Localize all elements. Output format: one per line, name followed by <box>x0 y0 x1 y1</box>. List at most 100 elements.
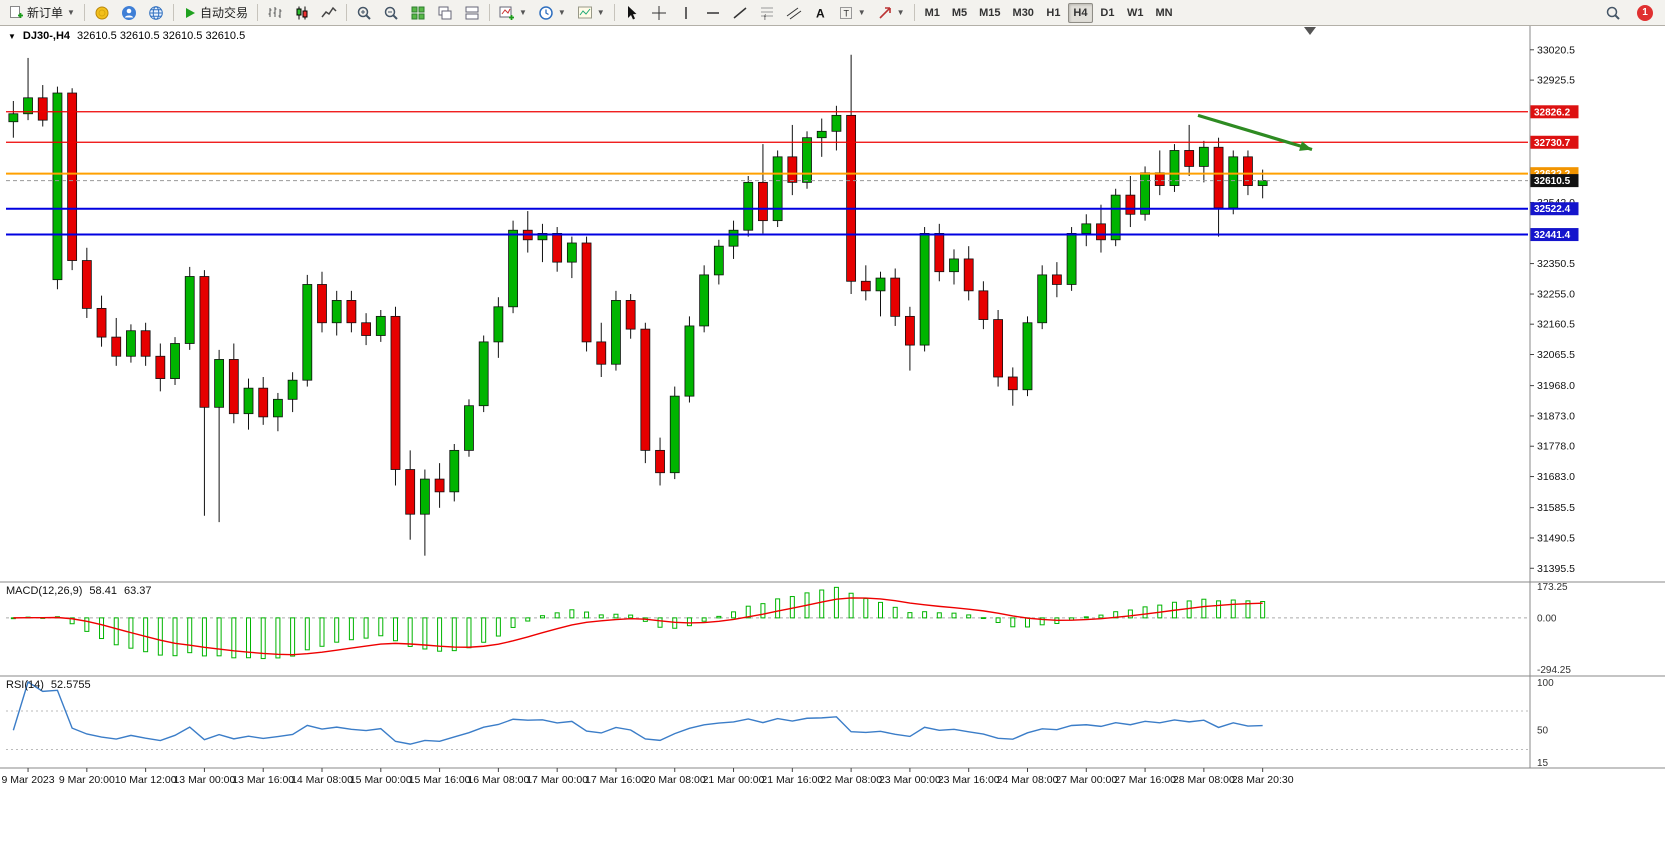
bar-chart-button[interactable] <box>262 2 288 23</box>
text-icon: A <box>813 5 827 21</box>
svg-text:f: f <box>764 15 766 21</box>
timeframe-button-w1[interactable]: W1 <box>1122 3 1149 23</box>
price-chart[interactable]: 33020.532925.532542.032350.532255.032160… <box>0 26 1665 843</box>
candle <box>963 258 974 292</box>
macd-histogram-bar <box>686 617 692 627</box>
horizontal-line-button[interactable] <box>700 2 726 23</box>
macd-histogram-bar <box>1083 616 1089 619</box>
macd-histogram-bar <box>1260 601 1266 619</box>
timeframe-button-h1[interactable]: H1 <box>1041 3 1066 23</box>
timeframe-button-m5[interactable]: M5 <box>947 3 972 23</box>
rsi-axis-label: 100 <box>1537 678 1554 689</box>
timeframe-button-mn[interactable]: MN <box>1150 3 1177 23</box>
timeframe-button-m1[interactable]: M1 <box>920 3 945 23</box>
timeframe-button-d1[interactable]: D1 <box>1095 3 1120 23</box>
candle <box>67 92 78 261</box>
candle <box>170 343 180 379</box>
price-axis[interactable]: 33020.532925.532542.032350.532255.032160… <box>1530 44 1579 575</box>
magnifier-minus-icon <box>383 5 399 21</box>
macd-signal-line <box>13 597 1263 656</box>
macd-histogram-bar <box>172 617 178 657</box>
tile-windows-button[interactable] <box>405 2 431 23</box>
macd-histogram-bar <box>451 617 457 652</box>
macd-histogram-bar <box>1024 617 1030 628</box>
macd-histogram-bar <box>304 617 310 651</box>
chart-shift-marker[interactable] <box>1304 27 1316 35</box>
separator <box>488 4 490 21</box>
new-order-button[interactable]: 新订单 ▼ <box>4 2 80 23</box>
rsi-name: RSI(14) <box>6 679 44 691</box>
candle <box>1243 156 1253 186</box>
line-chart-button[interactable] <box>316 2 342 23</box>
algo-trading-button[interactable]: 自动交易 <box>178 2 253 23</box>
templates-button[interactable]: ▼ <box>572 2 610 23</box>
candle <box>566 242 577 263</box>
price-line-badge-label: 32441.4 <box>1534 230 1571 241</box>
symbol-search-button[interactable] <box>1600 2 1626 23</box>
coin-button[interactable] <box>89 2 115 23</box>
candle <box>111 336 122 357</box>
macd-histogram-bar <box>716 615 722 619</box>
candle <box>258 387 269 418</box>
price-tick-label: 32255.0 <box>1537 289 1575 301</box>
crosshair-icon <box>651 5 667 21</box>
timeframe-button-m30[interactable]: M30 <box>1008 3 1039 23</box>
price-tick-label: 32925.5 <box>1537 75 1575 87</box>
macd-histogram-bar <box>466 617 472 649</box>
zoom-in-button[interactable] <box>351 2 377 23</box>
time-axis-label: 24 Mar 08:00 <box>997 774 1059 786</box>
new-chart-button[interactable]: ▼ <box>494 2 532 23</box>
candle <box>52 92 63 281</box>
macd-histogram-bar <box>157 617 163 656</box>
price-tick-label: 31683.0 <box>1537 471 1575 483</box>
candle <box>1051 274 1062 285</box>
candle <box>890 277 901 317</box>
fibonacci-button[interactable]: f <box>754 2 780 23</box>
timeframe-button-m15[interactable]: M15 <box>974 3 1005 23</box>
svg-text:T: T <box>843 8 849 18</box>
timeframe-button-h4[interactable]: H4 <box>1067 2 1093 23</box>
candle <box>1228 156 1239 209</box>
separator <box>256 4 258 21</box>
timeframe-group: M1 M5 M15 M30 H1 H4 D1 W1 MN <box>919 2 1179 23</box>
candlestick-chart-button[interactable] <box>289 2 315 23</box>
macd-histogram-bar <box>951 612 957 619</box>
collapse-triangle-icon[interactable]: ▼ <box>8 31 16 41</box>
candle <box>1096 223 1106 241</box>
candle <box>1022 322 1033 391</box>
trendline-button[interactable] <box>727 2 753 23</box>
candle <box>787 156 798 183</box>
price-line-badge-label: 32610.5 <box>1534 176 1571 187</box>
notification-badge[interactable]: 1 <box>1637 4 1653 21</box>
candle <box>1066 233 1077 285</box>
template-chart-icon <box>577 5 593 21</box>
macd-histogram-bar <box>201 617 207 657</box>
period-button[interactable]: ▼ <box>533 2 571 23</box>
candle <box>493 306 504 343</box>
channel-button[interactable] <box>781 2 807 23</box>
chart-plus-icon <box>499 5 515 21</box>
text-button[interactable]: A <box>808 2 832 23</box>
trend-arrow-annotation[interactable] <box>1197 113 1313 152</box>
macd-histogram-bar <box>892 606 898 619</box>
chevron-down-icon: ▼ <box>896 7 905 17</box>
cursor-button[interactable] <box>619 2 645 23</box>
user-button[interactable] <box>116 2 142 23</box>
price-line-badge <box>1530 174 1579 188</box>
vertical-line-button[interactable] <box>673 2 699 23</box>
globe-button[interactable] <box>143 2 169 23</box>
separator <box>83 4 85 21</box>
fibonacci-icon: f <box>759 5 775 21</box>
time-axis-label: 9 Mar 20:00 <box>59 774 115 786</box>
candle <box>552 233 563 263</box>
cascade-windows-button[interactable] <box>432 2 458 23</box>
price-tick-label: 31968.0 <box>1537 380 1575 392</box>
text-label-button[interactable]: T ▼ <box>833 2 871 23</box>
horizontal-lines <box>6 111 1528 236</box>
zoom-out-button[interactable] <box>378 2 404 23</box>
arrows-button[interactable]: ▼ <box>872 2 910 23</box>
tile-horizontal-button[interactable] <box>459 2 485 23</box>
chevron-down-icon: ▼ <box>67 7 75 17</box>
crosshair-button[interactable] <box>646 2 672 23</box>
